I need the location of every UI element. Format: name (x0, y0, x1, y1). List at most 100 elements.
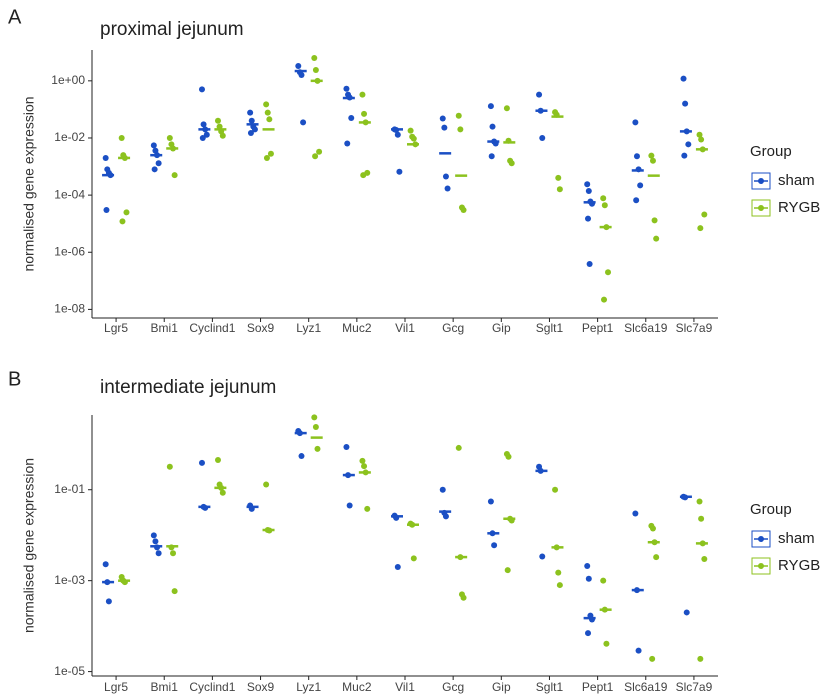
data-point (442, 513, 449, 520)
data-point (150, 532, 157, 539)
data-point (455, 444, 462, 451)
data-point (166, 463, 173, 470)
legend-key (751, 530, 771, 548)
data-point (200, 121, 207, 128)
data-point (343, 444, 350, 451)
data-point (105, 598, 112, 605)
data-point (651, 217, 658, 224)
data-point (247, 109, 254, 116)
legend-label: RYGB (778, 557, 820, 574)
data-point (298, 453, 305, 460)
x-tick-label: Cyclind1 (189, 321, 235, 335)
data-point (150, 142, 157, 149)
data-point (603, 640, 610, 647)
legend-key-dot (758, 536, 764, 542)
data-point (653, 554, 660, 561)
data-point (600, 577, 607, 584)
data-point (118, 134, 125, 141)
data-point (300, 119, 307, 126)
data-point (348, 115, 355, 122)
legend-label: RYGB (778, 199, 820, 216)
data-point (552, 486, 559, 493)
data-point (410, 135, 417, 142)
x-tick-label: Sglt1 (536, 680, 564, 694)
panel-label: B (8, 368, 21, 390)
data-point (539, 553, 546, 560)
legend-label: sham (778, 530, 815, 547)
data-point (263, 154, 270, 161)
data-point (696, 498, 703, 505)
y-tick-label: 1e-05 (54, 664, 85, 678)
data-point (508, 160, 515, 167)
y-tick-label: 1e+00 (51, 73, 85, 87)
data-point (491, 542, 498, 549)
legend-key-dot (758, 205, 764, 211)
data-point (123, 209, 130, 216)
x-tick-label: Bmi1 (151, 321, 179, 335)
data-point (155, 160, 162, 167)
data-point (396, 168, 403, 175)
data-point (295, 63, 302, 70)
data-point (247, 129, 254, 136)
x-tick-label: Gcg (442, 680, 464, 694)
data-point (151, 166, 158, 173)
y-tick-label: 1e-04 (54, 187, 85, 201)
legend-title: Group (750, 143, 792, 160)
data-point (170, 550, 177, 557)
data-point (683, 609, 690, 616)
legend-key (751, 199, 771, 217)
data-point (314, 445, 321, 452)
data-point (457, 126, 464, 133)
data-point (360, 172, 367, 179)
data-point (556, 582, 563, 589)
x-tick-label: Muc2 (342, 321, 372, 335)
x-tick-label: Bmi1 (151, 680, 179, 694)
data-point (555, 569, 562, 576)
data-point (214, 457, 221, 464)
data-point (311, 414, 318, 421)
data-point (698, 515, 705, 522)
y-tick-label: 1e-08 (54, 302, 85, 316)
data-point (311, 54, 318, 61)
x-tick-label: Sglt1 (536, 321, 564, 335)
data-point (219, 489, 226, 496)
data-point (649, 655, 656, 662)
data-point (410, 555, 417, 562)
data-point (585, 215, 592, 222)
x-tick-label: Lyz1 (296, 321, 321, 335)
y-axis-label: normalised gene expression (21, 458, 37, 633)
data-point (316, 148, 323, 155)
data-point (166, 134, 173, 141)
data-point (585, 575, 592, 582)
x-tick-label: Sox9 (247, 680, 275, 694)
data-point (152, 538, 159, 545)
data-point (605, 269, 612, 276)
x-tick-label: Lyz1 (296, 680, 321, 694)
data-point (171, 588, 178, 595)
data-point (601, 296, 608, 303)
data-point (364, 505, 371, 512)
chart-title: proximal jejunum (100, 19, 244, 40)
data-point (263, 101, 270, 108)
data-point (487, 103, 494, 110)
data-point (649, 157, 656, 164)
x-tick-label: Slc7a9 (676, 680, 713, 694)
data-point (682, 100, 689, 107)
x-tick-label: Pept1 (582, 321, 614, 335)
y-axis-label: normalised gene expression (21, 96, 37, 271)
panel-label: A (8, 6, 22, 28)
data-point (584, 181, 591, 188)
chart-title: intermediate jejunum (100, 377, 276, 398)
data-point (696, 131, 703, 138)
data-point (267, 150, 274, 157)
x-tick-label: Sox9 (247, 321, 275, 335)
data-point (601, 202, 608, 209)
data-point (219, 132, 226, 139)
data-point (586, 260, 593, 267)
data-point (585, 187, 592, 194)
x-tick-label: Cyclind1 (189, 680, 235, 694)
data-point (102, 561, 109, 568)
x-tick-label: Pept1 (582, 680, 614, 694)
data-point (359, 457, 366, 464)
